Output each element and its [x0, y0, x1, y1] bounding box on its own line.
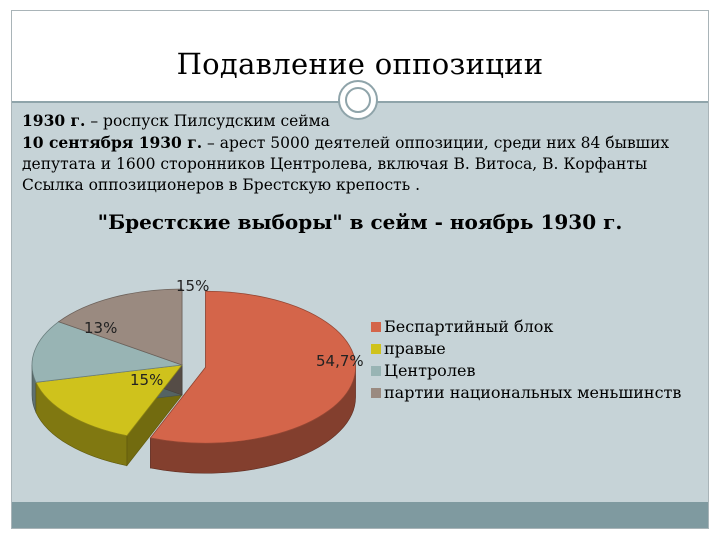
legend-swatch-3	[371, 388, 381, 398]
text-line-1: 1930 г. – роспуск Пилсудским сейма	[22, 111, 330, 130]
legend-item-0: Беспартийный блок	[371, 316, 681, 338]
slide-text: 1930 г. – роспуск Пилсудским сейма 10 се…	[22, 110, 702, 196]
legend-swatch-2	[371, 366, 381, 376]
text-line-4: Ссылка оппозиционеров в Брестскую крепос…	[22, 176, 421, 194]
pie-slice-1	[35, 364, 183, 437]
legend-swatch-0	[371, 322, 381, 332]
pie-label-1: 15%	[130, 371, 164, 389]
pie-label-2: 13%	[84, 319, 118, 337]
legend-item-1: правые	[371, 338, 681, 360]
pie-label-0: 54,7%	[316, 352, 364, 370]
pie-slice-3	[57, 288, 183, 366]
pie-slice-0	[149, 290, 356, 444]
legend-item-2: Центролев	[371, 360, 681, 382]
chart-title: "Брестские выборы" в сейм - ноябрь 1930 …	[97, 210, 623, 234]
pie-label-3: 15%	[176, 277, 210, 295]
pie-slice-2	[31, 321, 183, 383]
text-line-3: депутата и 1600 сторонников Центролева, …	[22, 155, 648, 173]
divider-ornament-icon	[338, 80, 378, 120]
text-line-2: 10 сентября 1930 г. – арест 5000 деятеле…	[22, 133, 670, 152]
slide-title: Подавление оппозиции	[176, 47, 544, 81]
footer-bar	[12, 502, 708, 528]
legend-swatch-1	[371, 344, 381, 354]
legend-item-3: партии национальных меньшинств	[371, 382, 681, 404]
chart-legend: Беспартийный блок правые Центролев парти…	[371, 316, 681, 404]
